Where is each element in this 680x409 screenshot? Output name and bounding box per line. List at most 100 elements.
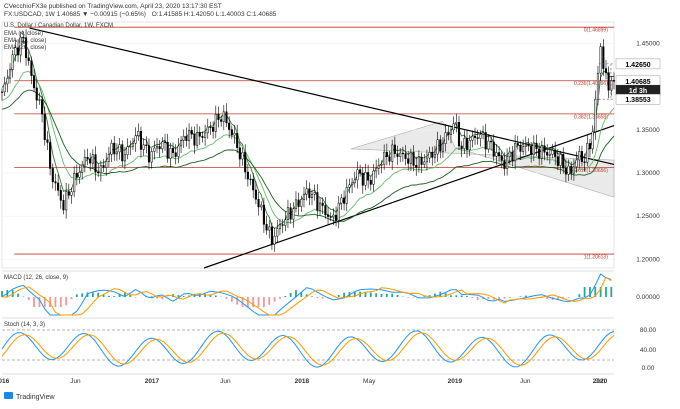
macd-histogram-bar <box>183 296 185 297</box>
candle-body <box>488 141 490 149</box>
macd-histogram-bar <box>156 297 158 298</box>
time-tick-label: Jun <box>220 378 231 385</box>
candle-body <box>362 173 364 185</box>
candle-body <box>309 189 311 198</box>
candle-body <box>402 153 404 154</box>
candle-body <box>442 144 444 152</box>
candle-body <box>386 152 388 157</box>
macd-histogram-bar <box>466 296 468 297</box>
candle-body <box>314 192 316 194</box>
macd-histogram-bar <box>450 295 452 297</box>
candle-body <box>124 155 126 161</box>
candle-body <box>357 170 359 180</box>
candle-body <box>167 142 169 158</box>
candle-body <box>597 73 599 99</box>
candle-body <box>92 155 94 164</box>
candle-body <box>496 153 498 157</box>
candle-body <box>116 152 118 154</box>
legend-title: U.S. Dollar / Canadian Dollar, 1W, FXCM <box>4 23 113 29</box>
candle-body <box>175 153 177 157</box>
candle-body <box>461 146 463 149</box>
candle-body <box>581 151 583 162</box>
candle-body <box>202 136 204 137</box>
stoch-label: Stoch (14, 3, 3) <box>4 322 45 328</box>
macd-histogram-bar <box>274 297 276 302</box>
candle-body <box>186 136 188 141</box>
candle-body <box>474 136 476 137</box>
candle-body <box>81 165 83 172</box>
candle-body <box>301 199 303 206</box>
macd-histogram-bar <box>455 295 457 297</box>
candle-body <box>97 172 99 173</box>
tradingview-wordmark: TradingView <box>16 394 55 401</box>
candle-body <box>12 55 14 70</box>
macd-histogram-bar <box>520 296 522 297</box>
candle-body <box>317 192 319 210</box>
candle-body <box>258 199 260 207</box>
candle-body <box>445 133 447 144</box>
candle-body <box>180 140 182 146</box>
candle-body <box>196 132 198 145</box>
macd-histogram-bar <box>33 297 35 307</box>
candle-body <box>351 183 353 185</box>
candle-body <box>343 198 345 204</box>
candle-body <box>266 224 268 230</box>
macd-histogram-bar <box>247 297 249 307</box>
candle-body <box>143 145 145 150</box>
candle-body <box>573 167 575 173</box>
candle-body <box>228 123 230 130</box>
candle-body <box>421 157 423 165</box>
candle-body <box>95 155 97 173</box>
fib-level-label: 0(1.46899) <box>584 28 609 34</box>
candle-body <box>178 146 180 157</box>
candle-body <box>458 122 460 146</box>
macd-histogram-bar <box>60 297 62 307</box>
macd-histogram-bar <box>509 297 511 298</box>
candle-body <box>605 69 607 73</box>
candle-body <box>49 142 51 168</box>
macd-histogram-bar <box>151 296 153 297</box>
candle-body <box>60 190 62 200</box>
candle-body <box>423 162 425 165</box>
candle-body <box>164 142 166 143</box>
candle-body <box>47 140 49 143</box>
candle-body <box>541 146 543 158</box>
macd-histogram-bar <box>413 297 415 298</box>
macd-histogram-bar <box>471 297 473 298</box>
macd-histogram-bar <box>343 293 345 297</box>
candle-body <box>293 209 295 219</box>
candle-body <box>493 142 495 156</box>
candle-body <box>132 143 134 146</box>
candle-body <box>57 183 59 190</box>
candle-body <box>127 147 129 155</box>
candle-body <box>113 143 115 154</box>
candle-body <box>31 61 33 76</box>
candle-body <box>394 145 396 154</box>
macd-histogram-bar <box>578 294 580 297</box>
macd-tick-0: 0.00000 <box>636 294 660 301</box>
price-label-text: 1.38553 <box>625 97 650 104</box>
candle-body <box>426 158 428 162</box>
candle-body <box>546 152 548 155</box>
candle-body <box>469 140 471 149</box>
macd-histogram-bar <box>108 296 110 297</box>
candle-body <box>354 180 356 183</box>
candle-body <box>506 157 508 169</box>
candle-body <box>159 147 161 149</box>
candle-body <box>592 132 594 149</box>
macd-histogram-bar <box>316 297 318 298</box>
candle-body <box>512 152 514 161</box>
macd-histogram-bar <box>370 292 372 297</box>
macd-histogram-bar <box>546 297 548 299</box>
candle-body <box>148 146 150 162</box>
candle-body <box>603 47 605 69</box>
candle-body <box>276 229 278 237</box>
candle-body <box>391 145 393 161</box>
candle-body <box>226 112 228 123</box>
price-tick-label: 1.30000 <box>636 170 660 177</box>
candle-body <box>255 190 257 199</box>
candle-body <box>413 152 415 165</box>
candle-body <box>319 203 321 210</box>
candle-body <box>7 78 9 84</box>
